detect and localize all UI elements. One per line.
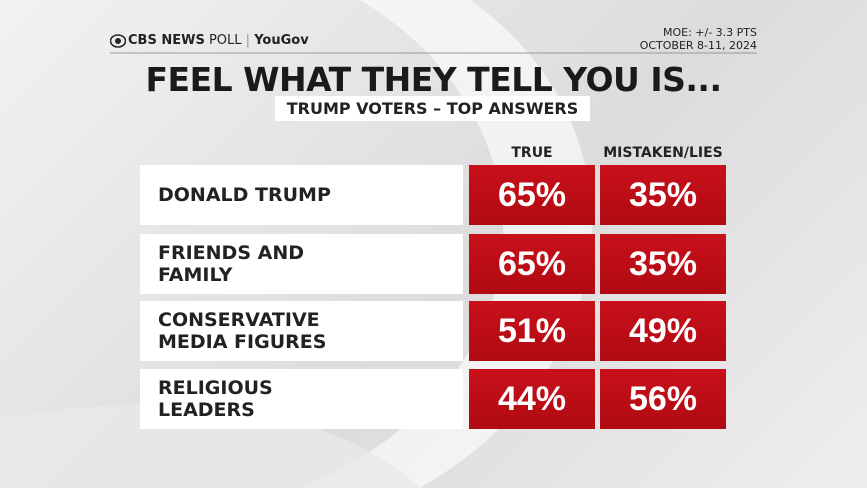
row-label: FRIENDS AND FAMILY bbox=[140, 234, 463, 294]
moe: MOE: +/- 3.3 PTS bbox=[662, 26, 757, 39]
title: FEEL WHAT THEY TELL YOU IS... bbox=[145, 60, 722, 99]
value-cell: 44% bbox=[469, 369, 595, 429]
value-cell: 35% bbox=[600, 234, 726, 294]
dates: OCTOBER 8-11, 2024 bbox=[639, 39, 757, 52]
column-header: TRUE bbox=[511, 145, 553, 161]
value-cell: 65% bbox=[469, 234, 595, 294]
value-cell: 49% bbox=[600, 301, 726, 361]
value-cell: 51% bbox=[469, 301, 595, 361]
brand: CBS NEWS POLL | YouGov bbox=[128, 33, 309, 48]
row-label: CONSERVATIVE MEDIA FIGURES bbox=[140, 301, 463, 361]
brand-name: CBS NEWS bbox=[128, 33, 205, 48]
value-cell: 56% bbox=[600, 369, 726, 429]
subtitle: TRUMP VOTERS – TOP ANSWERS bbox=[275, 96, 590, 121]
meta: MOE: +/- 3.3 PTS OCTOBER 8-11, 2024 bbox=[640, 26, 757, 52]
row-label: DONALD TRUMP bbox=[140, 165, 463, 225]
value-cell: 65% bbox=[469, 165, 595, 225]
cbs-eye-logo bbox=[110, 34, 126, 48]
value-cell: 35% bbox=[600, 165, 726, 225]
row-label: RELIGIOUS LEADERS bbox=[140, 369, 463, 429]
column-header: MISTAKEN/LIES bbox=[603, 145, 723, 161]
brand-suffix: POLL bbox=[208, 33, 242, 48]
partner: YouGov bbox=[254, 33, 309, 48]
